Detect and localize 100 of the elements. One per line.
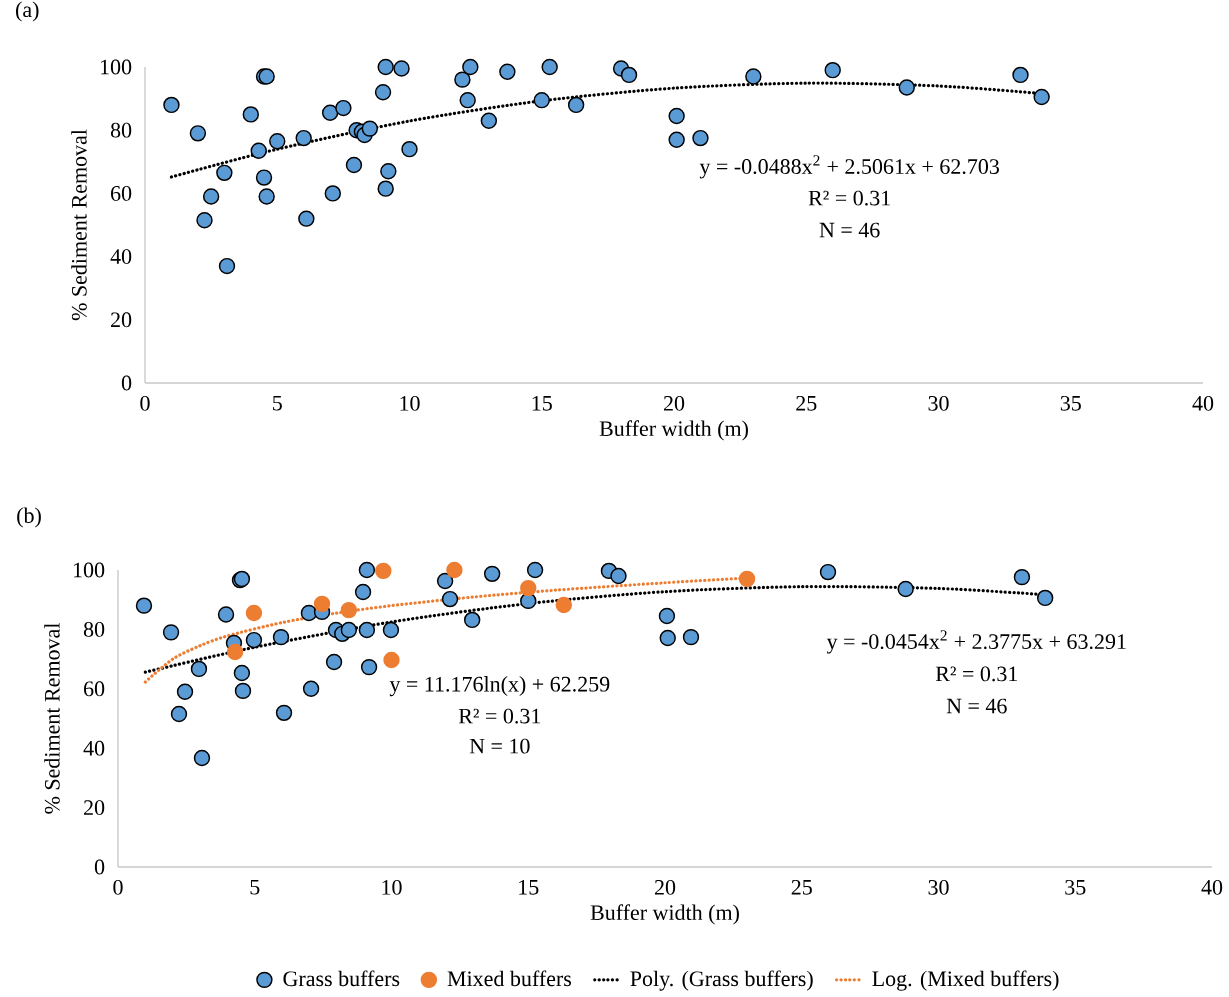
point	[380, 163, 397, 180]
x-tick-label: 25	[791, 879, 812, 895]
annotation: N = 46	[819, 222, 880, 238]
point	[242, 106, 260, 123]
x-axis-title: Buffer width (m)	[590, 904, 739, 925]
point	[233, 664, 251, 682]
point	[135, 597, 153, 614]
legend-label: Log. (Mixed buffers)	[872, 970, 1059, 991]
point	[533, 91, 550, 109]
point	[272, 628, 290, 646]
point	[459, 91, 476, 109]
point	[258, 188, 275, 205]
point	[298, 210, 315, 227]
point	[345, 156, 363, 174]
y-tick-label: 60	[84, 681, 105, 697]
point	[659, 629, 676, 647]
point	[162, 624, 180, 641]
point	[377, 180, 394, 197]
point	[1033, 88, 1050, 106]
x-tick-label: 30	[928, 395, 949, 411]
point	[340, 601, 358, 619]
point	[668, 107, 685, 125]
x-tick-label: 5	[250, 879, 260, 895]
annotation: y = -0.0454x$^{2}$ + 2.3775x + 63.291	[826, 630, 1126, 654]
y-tick-label: 80	[110, 122, 132, 138]
y-tick-label: 0	[121, 375, 132, 391]
y-axis-title: % Sediment Removal	[44, 623, 60, 814]
y-tick-label: 0	[94, 859, 105, 875]
point	[401, 140, 418, 158]
legend-label: Mixed buffers	[447, 970, 572, 987]
point	[324, 185, 341, 202]
point	[354, 583, 372, 601]
x-tick-label: 5	[273, 395, 282, 411]
point	[189, 125, 207, 142]
point	[526, 561, 544, 579]
point	[340, 621, 358, 639]
point	[745, 68, 762, 85]
point	[302, 680, 320, 698]
point	[436, 572, 454, 590]
x-tick-label: 35	[1065, 879, 1086, 895]
y-tick-label: 80	[83, 621, 105, 637]
x-tick-label: 0	[140, 395, 150, 411]
point	[441, 590, 459, 608]
y-tick-label: 100	[73, 562, 105, 578]
point	[245, 604, 263, 622]
point	[216, 164, 233, 182]
point	[819, 563, 837, 581]
point	[313, 595, 331, 613]
point	[196, 212, 213, 229]
point	[325, 653, 343, 671]
y-axis-title: % Sediment Removal	[71, 129, 87, 321]
point	[360, 658, 378, 676]
y-tick-label: 100	[100, 59, 132, 75]
point	[193, 749, 211, 767]
point	[361, 120, 379, 137]
point	[1012, 66, 1029, 84]
x-tick-label: 40	[1201, 879, 1223, 895]
x-tick-label: 25	[796, 395, 817, 411]
annotation: R² = 0.31	[808, 190, 890, 206]
point	[454, 71, 471, 88]
annotation: y = -0.0488x$^{2}$ + 2.5061x + 62.703	[699, 155, 999, 179]
point	[1036, 589, 1054, 607]
x-tick-label: 15	[519, 879, 539, 895]
point	[692, 129, 709, 147]
point	[163, 96, 180, 114]
point	[255, 169, 273, 186]
x-axis-title: Buffer width (m)	[599, 420, 748, 441]
point	[226, 643, 244, 661]
point	[190, 660, 208, 678]
point	[300, 604, 318, 622]
point	[520, 579, 537, 597]
x-tick-label: 40	[1192, 395, 1214, 411]
chart-title: (b)	[17, 507, 41, 528]
annotation: y = 11.176ln(x) + 62.259	[389, 676, 610, 697]
point	[483, 565, 501, 583]
point	[202, 188, 220, 205]
legend-label: Poly. (Grass buffers)	[630, 970, 813, 991]
point	[176, 683, 194, 700]
x-tick-label: 10	[400, 395, 420, 411]
point	[234, 682, 252, 700]
point	[463, 611, 481, 629]
annotation: N = 46	[946, 698, 1007, 714]
point	[245, 631, 263, 649]
y-tick-label: 60	[111, 185, 132, 201]
point	[555, 596, 573, 614]
y-tick-label: 20	[84, 800, 105, 816]
point	[610, 567, 627, 585]
point	[499, 63, 516, 80]
point	[1013, 568, 1031, 586]
point	[658, 607, 676, 625]
point	[462, 58, 479, 76]
chart-title: (a)	[16, 1, 39, 22]
point	[170, 705, 188, 723]
point	[377, 58, 394, 76]
point	[824, 61, 841, 79]
point	[217, 606, 235, 623]
point	[375, 562, 392, 580]
point	[897, 580, 914, 598]
legend-label: Grass buffers	[283, 970, 400, 987]
x-tick-label: 30	[928, 879, 949, 895]
